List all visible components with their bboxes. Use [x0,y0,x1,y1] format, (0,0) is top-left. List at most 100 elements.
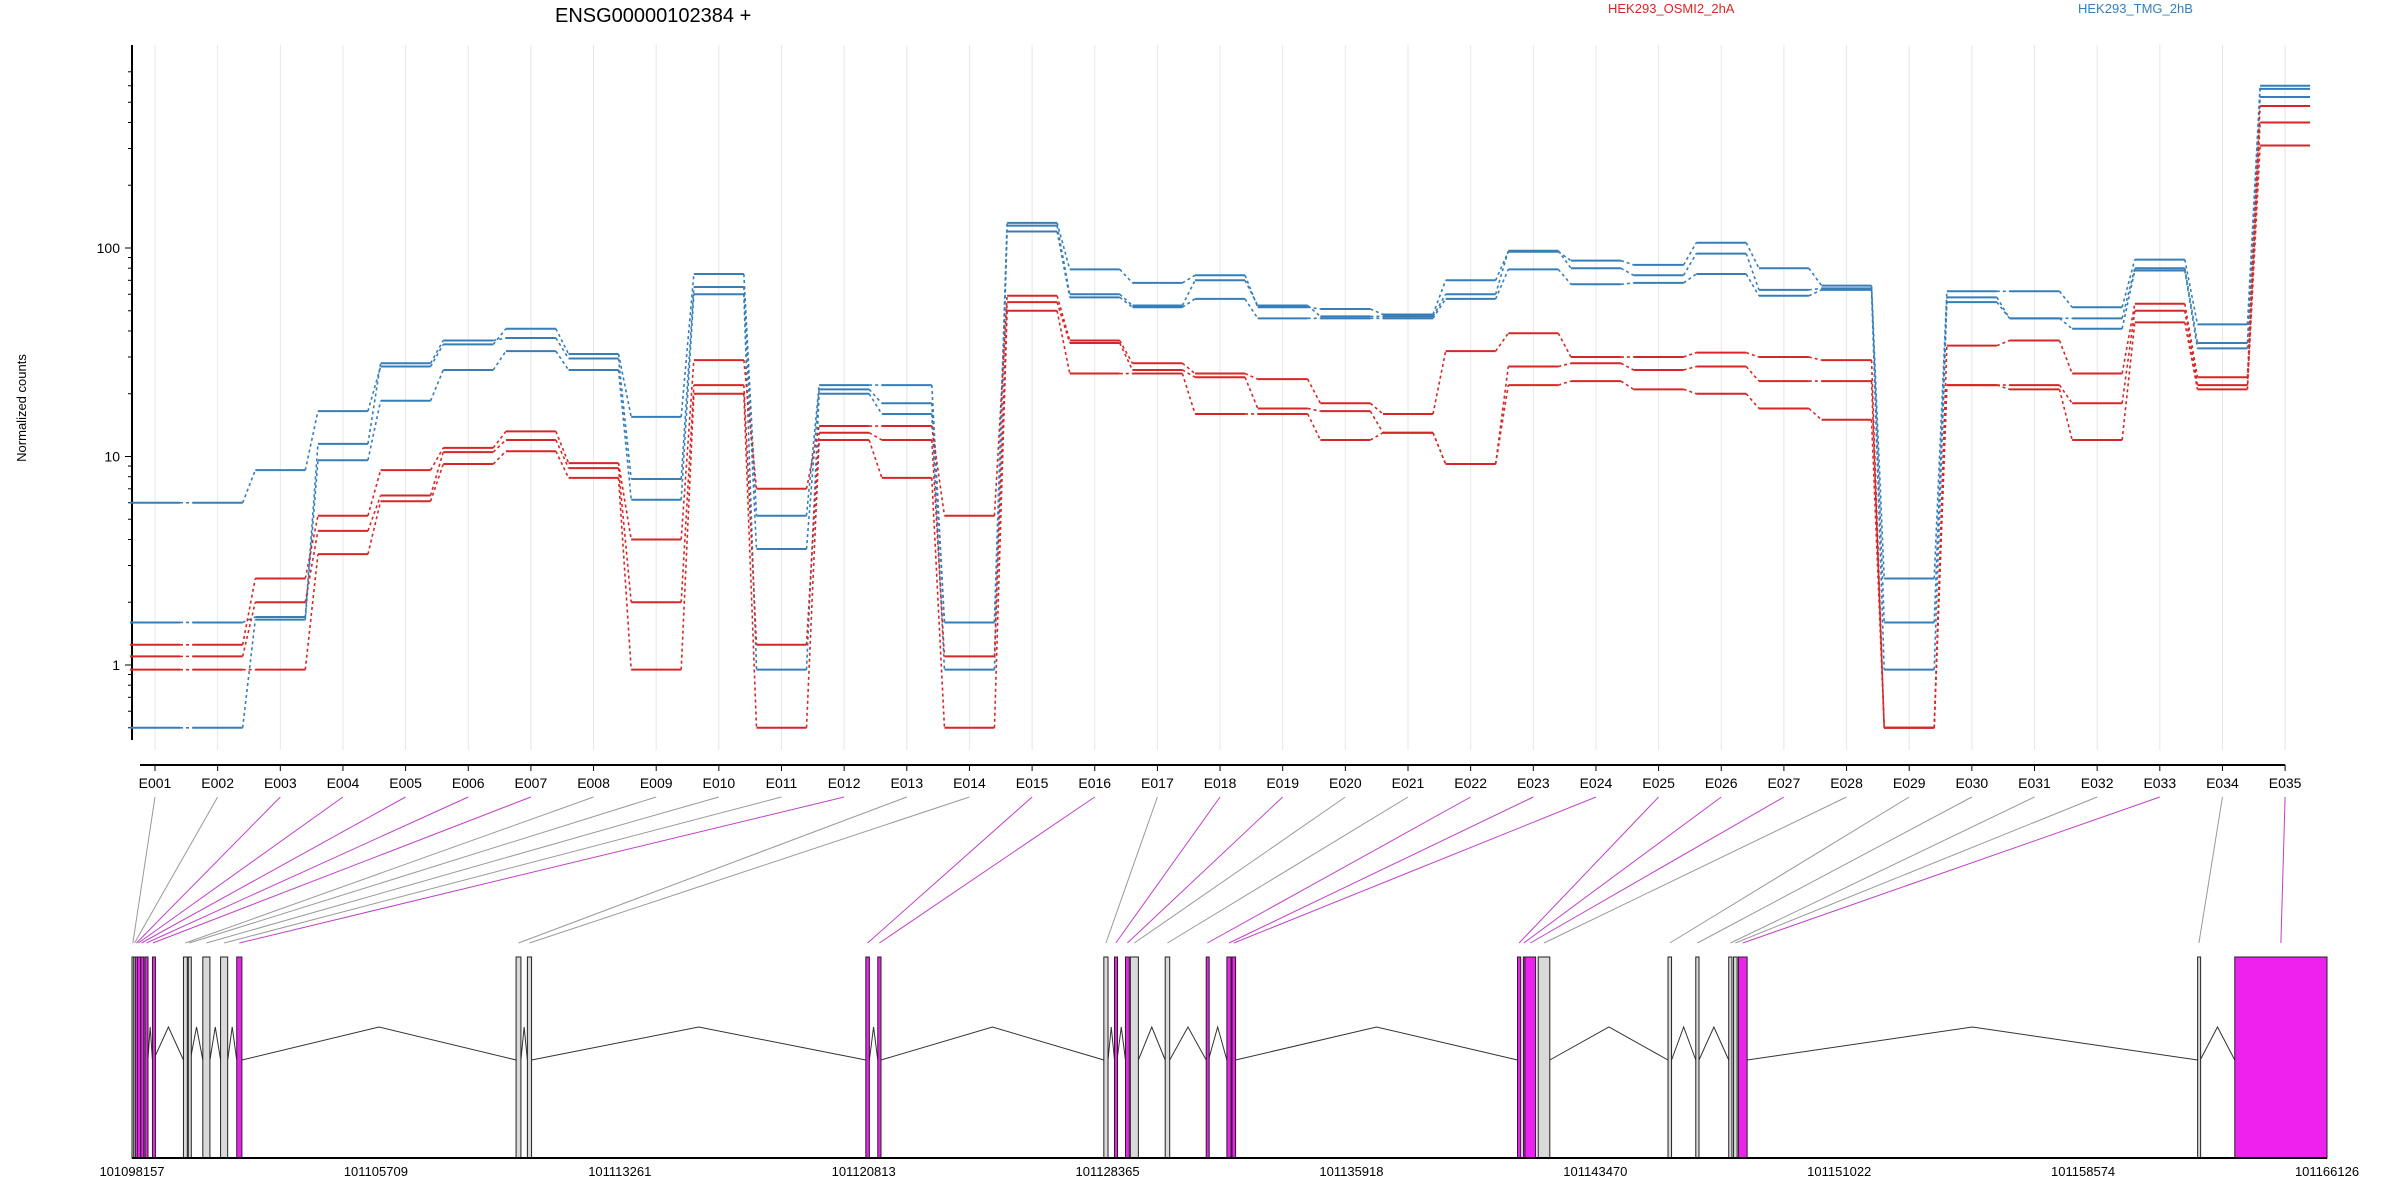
series-transition [304,554,319,670]
series-transition [1432,432,1447,465]
series-transition [1558,362,1572,368]
series-transition [1620,267,1634,276]
intron-line [520,1026,528,1061]
series-transition [304,460,319,620]
exon-box [144,956,149,1159]
series-transition [1119,296,1133,308]
exon-connector [206,796,719,944]
series-transition [2184,322,2199,390]
exon-connector [1127,796,1284,944]
exon-box [1103,956,1109,1159]
series-transition [555,431,570,464]
exon-box [1205,956,1210,1159]
intron-line [531,1026,866,1061]
exon-box [1113,956,1118,1159]
intron-line [227,1026,238,1061]
series-transition [429,463,445,502]
series-transition [1808,287,1822,291]
series-transition [367,366,382,412]
series-transition [2121,322,2136,441]
series-transition [805,439,820,728]
series-transition [1432,280,1447,315]
x-tick-label: E008 [577,775,610,791]
series-transition [241,602,257,657]
y-axis-label: Normalized counts [14,354,29,462]
exon-connector [1134,796,1346,944]
x-tick-label: E012 [828,775,861,791]
series-transition [2121,310,2136,404]
series-transition [2058,384,2073,404]
x-tick-label: E001 [139,775,172,791]
series-transition [931,385,946,623]
x-tick-label: E028 [1830,775,1863,791]
series-transition [1307,407,1321,412]
series-transition [1494,384,1510,465]
series-transition [743,393,758,728]
series-transition [492,350,507,371]
series-transition [1620,259,1634,266]
exon-connector [1207,796,1471,944]
series-transition [2121,270,2136,329]
series-transition [868,439,883,479]
series-transition [868,388,883,404]
series-transition [868,432,883,441]
y-tick-label: 100 [97,240,121,256]
genomic-tick-label: 101128365 [1075,1164,1139,1179]
series-transition [1494,366,1510,465]
series-transition [1682,242,1697,266]
series-transition [2184,303,2199,378]
exon-box [236,956,243,1159]
exon-box [187,956,192,1159]
genomic-tick-label: 101113261 [588,1164,651,1179]
exon-connector [1697,796,1973,944]
series-transition [680,294,695,500]
series-transition [367,495,382,532]
series-transition [367,400,382,461]
exon-connector [132,796,156,944]
exon-connector [239,796,845,944]
series-lines [130,84,2311,729]
series-transition [2121,268,2136,319]
series-transition [805,385,820,516]
series-transition [1745,351,1760,358]
series-transition [1745,242,1760,269]
series-transition [492,430,507,449]
x-tick-label: E018 [1204,775,1237,791]
series-transition [1620,362,1634,371]
series-transition [680,385,695,603]
series-transition [1056,310,1071,374]
series-transition [304,530,319,603]
genomic-tick-label: 101158574 [2051,1164,2115,1179]
series-transition [241,578,257,645]
series-transition [617,358,632,480]
series-5 [130,144,2311,729]
series-transition [2121,303,2136,374]
y-tick-label: 10 [104,449,120,465]
exon-box [1667,956,1673,1159]
series-transition [805,389,820,550]
series-transition [1432,351,1447,415]
x-tick-label: E017 [1141,775,1174,791]
exon-connector [1543,796,1847,944]
series-transition [1119,342,1134,371]
exon-connector [2198,796,2223,944]
exon-connector [879,796,1096,944]
series-4 [130,121,2311,729]
series-transition [492,328,507,345]
x-tick-label: E025 [1642,775,1675,791]
intron-line [2199,1025,2236,1061]
series-transition [367,363,382,444]
series-transition [1494,269,1510,300]
intron-line [1137,1025,1166,1061]
x-tick-label: E033 [2143,775,2176,791]
series-transition [931,403,946,623]
series-transition [1432,432,1447,465]
series-transition [1056,301,1071,344]
intron-line [209,1026,222,1061]
exon-gridlines [154,45,2286,750]
series-transition [743,274,758,516]
exon-connector [1530,796,1785,944]
intron-line [1107,1026,1115,1061]
series-transition [1745,273,1760,297]
intron-line [1549,1026,1669,1061]
